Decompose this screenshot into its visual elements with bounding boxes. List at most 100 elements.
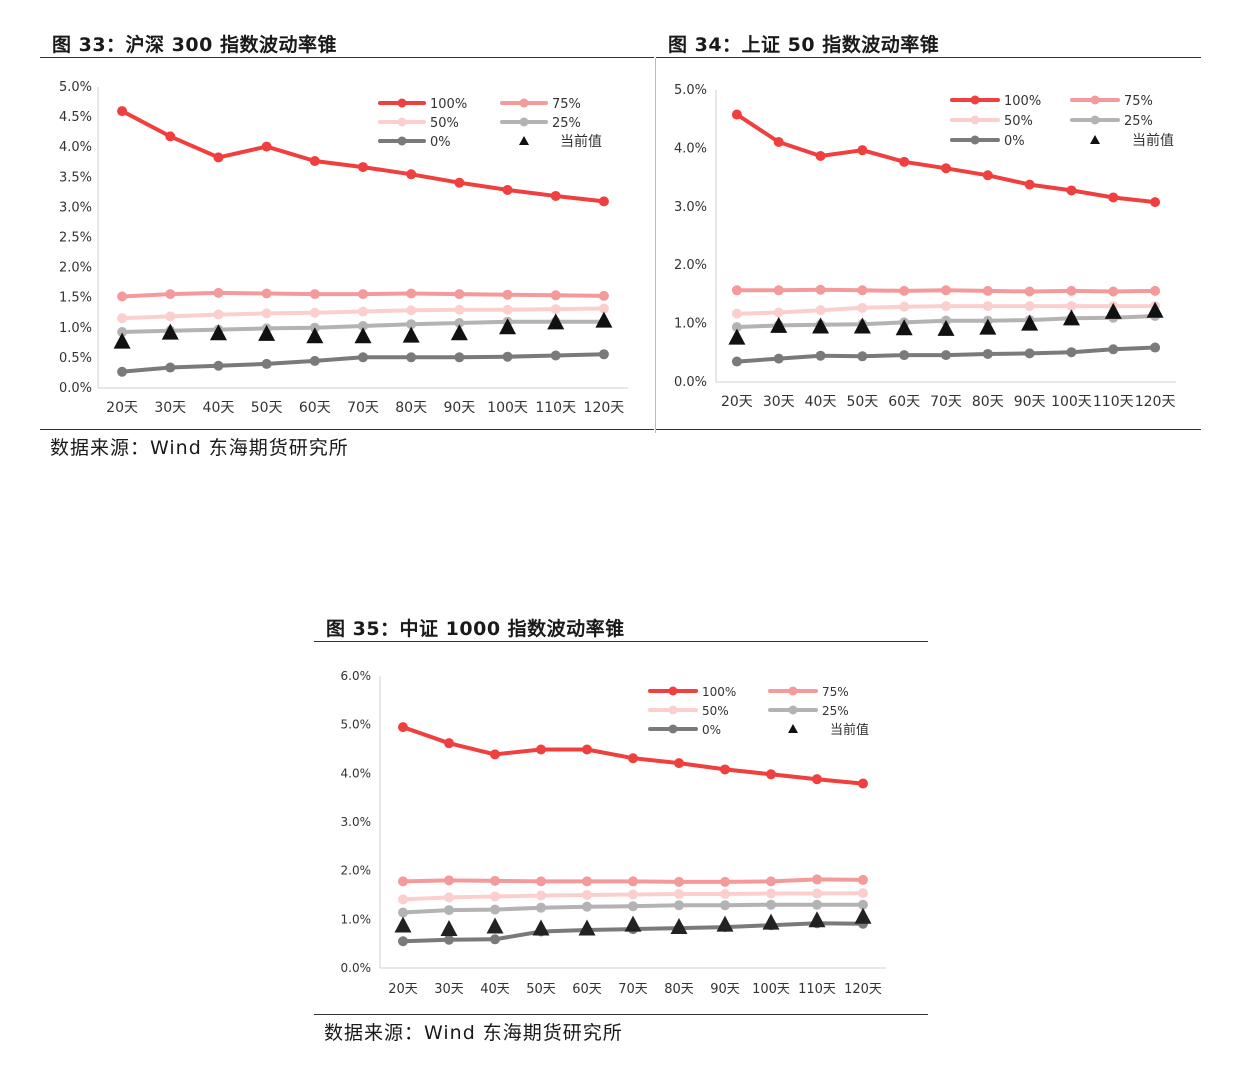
legend-label: 0% [430, 135, 451, 150]
volatility-cone-chart-hs300: 0.0% 0.5% 1.0% 1.5% 2.0% 2.5% 3.0% 3.5% 4.0% 4.5%… [59, 80, 628, 416]
x-tick-label: 40天 [480, 982, 510, 997]
y-tick-label: 5.0% [59, 80, 92, 95]
legend-marker-triangle [1090, 135, 1100, 144]
current-value-marker [937, 319, 955, 336]
title-rule [656, 57, 1201, 58]
legend-label: 当前值 [560, 133, 602, 150]
current-value-marker [354, 327, 372, 344]
series-point-3 [858, 888, 868, 899]
series-point-5 [982, 348, 993, 359]
series-point-2 [1024, 286, 1035, 297]
current-value-marker [624, 915, 642, 932]
y-tick-label: 3.0% [674, 200, 707, 215]
x-tick-label: 100天 [752, 982, 790, 997]
series-point-1 [858, 778, 868, 789]
legend-label: 75% [822, 685, 849, 699]
series-point-3 [815, 305, 826, 316]
series-point-2 [358, 289, 368, 300]
series-point-2 [1150, 285, 1161, 296]
series-point-2 [309, 289, 320, 300]
series-point-1 [628, 753, 638, 764]
x-tick-label: 80天 [664, 982, 694, 997]
x-tick-label: 60天 [888, 394, 920, 410]
current-value-marker [209, 324, 227, 341]
series-point-3 [261, 308, 272, 319]
legend-swatch-point [788, 705, 798, 715]
y-tick-label: 1.0% [674, 317, 707, 332]
legend-label: 当前值 [1132, 132, 1174, 149]
current-value-marker [895, 319, 913, 336]
series-point-3 [674, 889, 684, 900]
series-point-5 [502, 351, 513, 362]
legend-label: 25% [822, 704, 849, 718]
series-point-1 [857, 145, 868, 156]
series-point-3 [628, 889, 638, 900]
series-point-3 [812, 888, 822, 899]
series-point-1 [1024, 179, 1035, 190]
current-value-marker [306, 327, 324, 344]
legend-swatch-point [788, 686, 798, 696]
series-point-4 [398, 907, 408, 918]
series-point-4 [490, 904, 500, 915]
legend-marker-triangle [788, 724, 798, 733]
source-rule [314, 1014, 928, 1015]
y-tick-label: 2.0% [59, 261, 92, 276]
series-point-4 [117, 327, 128, 338]
series-point-2 [674, 876, 684, 887]
volatility-cone-chart-sz50: 0.0% 1.0% 2.0% 3.0% 4.0% 5.0% 20天 30天 40天 50天 60天 7… [674, 83, 1176, 410]
x-tick-label: 110天 [535, 400, 576, 416]
legend-label: 100% [430, 97, 467, 112]
series-point-3 [536, 890, 546, 901]
series-point-1 [582, 744, 592, 755]
legend-label: 25% [1124, 114, 1153, 129]
y-tick-label: 0.5% [59, 351, 92, 366]
legend-swatch-point [519, 117, 529, 127]
current-value-marker [394, 916, 412, 933]
legend-swatch-point [970, 115, 980, 125]
series-point-2 [490, 875, 500, 886]
x-tick-label: 60天 [572, 982, 602, 997]
current-value-marker [670, 918, 688, 935]
x-tick-label: 60天 [299, 400, 331, 416]
series-point-2 [982, 285, 993, 296]
y-tick-label: 2.5% [59, 231, 92, 246]
source-rule [40, 429, 654, 430]
series-point-1 [117, 106, 128, 117]
series-point-5 [899, 350, 910, 361]
series-point-3 [1066, 301, 1077, 312]
y-tick-label: 6.0% [341, 669, 372, 683]
series-point-2 [398, 876, 408, 887]
current-value-marker [486, 917, 504, 934]
x-tick-label: 120天 [844, 982, 882, 997]
series-point-2 [213, 287, 224, 298]
series-point-4 [444, 905, 454, 916]
title-rule [40, 57, 654, 58]
series-point-1 [731, 109, 742, 120]
series-point-4 [582, 901, 592, 912]
title-rule [314, 641, 928, 642]
series-point-4 [674, 900, 684, 911]
x-tick-label: 90天 [1014, 394, 1046, 410]
current-value-marker [812, 317, 830, 334]
series-point-4 [812, 899, 822, 910]
x-tick-label: 70天 [618, 982, 648, 997]
x-tick-label: 80天 [395, 400, 427, 416]
series-point-1 [358, 162, 368, 173]
legend-marker-triangle [519, 136, 529, 145]
y-tick-label: 1.0% [341, 912, 372, 926]
series-point-3 [550, 304, 561, 315]
series-point-4 [536, 902, 546, 913]
current-value-marker [770, 316, 788, 333]
series-point-4 [720, 900, 730, 911]
series-point-1 [550, 190, 561, 201]
volatility-cone-chart-csi1000: 0.0% 1.0% 2.0% 3.0% 4.0% 5.0% 6.0% 20天 30天 40天 50天… [341, 669, 886, 997]
series-point-1 [261, 141, 272, 152]
series-point-5 [261, 358, 272, 369]
current-value-marker [402, 326, 420, 343]
data-source: 数据来源：Wind 东海期货研究所 [50, 437, 349, 459]
legend-swatch-point [1090, 95, 1100, 105]
x-tick-label: 110天 [1093, 394, 1134, 410]
series-point-3 [857, 302, 868, 313]
current-value-marker [161, 323, 179, 340]
current-value-marker [450, 324, 468, 341]
